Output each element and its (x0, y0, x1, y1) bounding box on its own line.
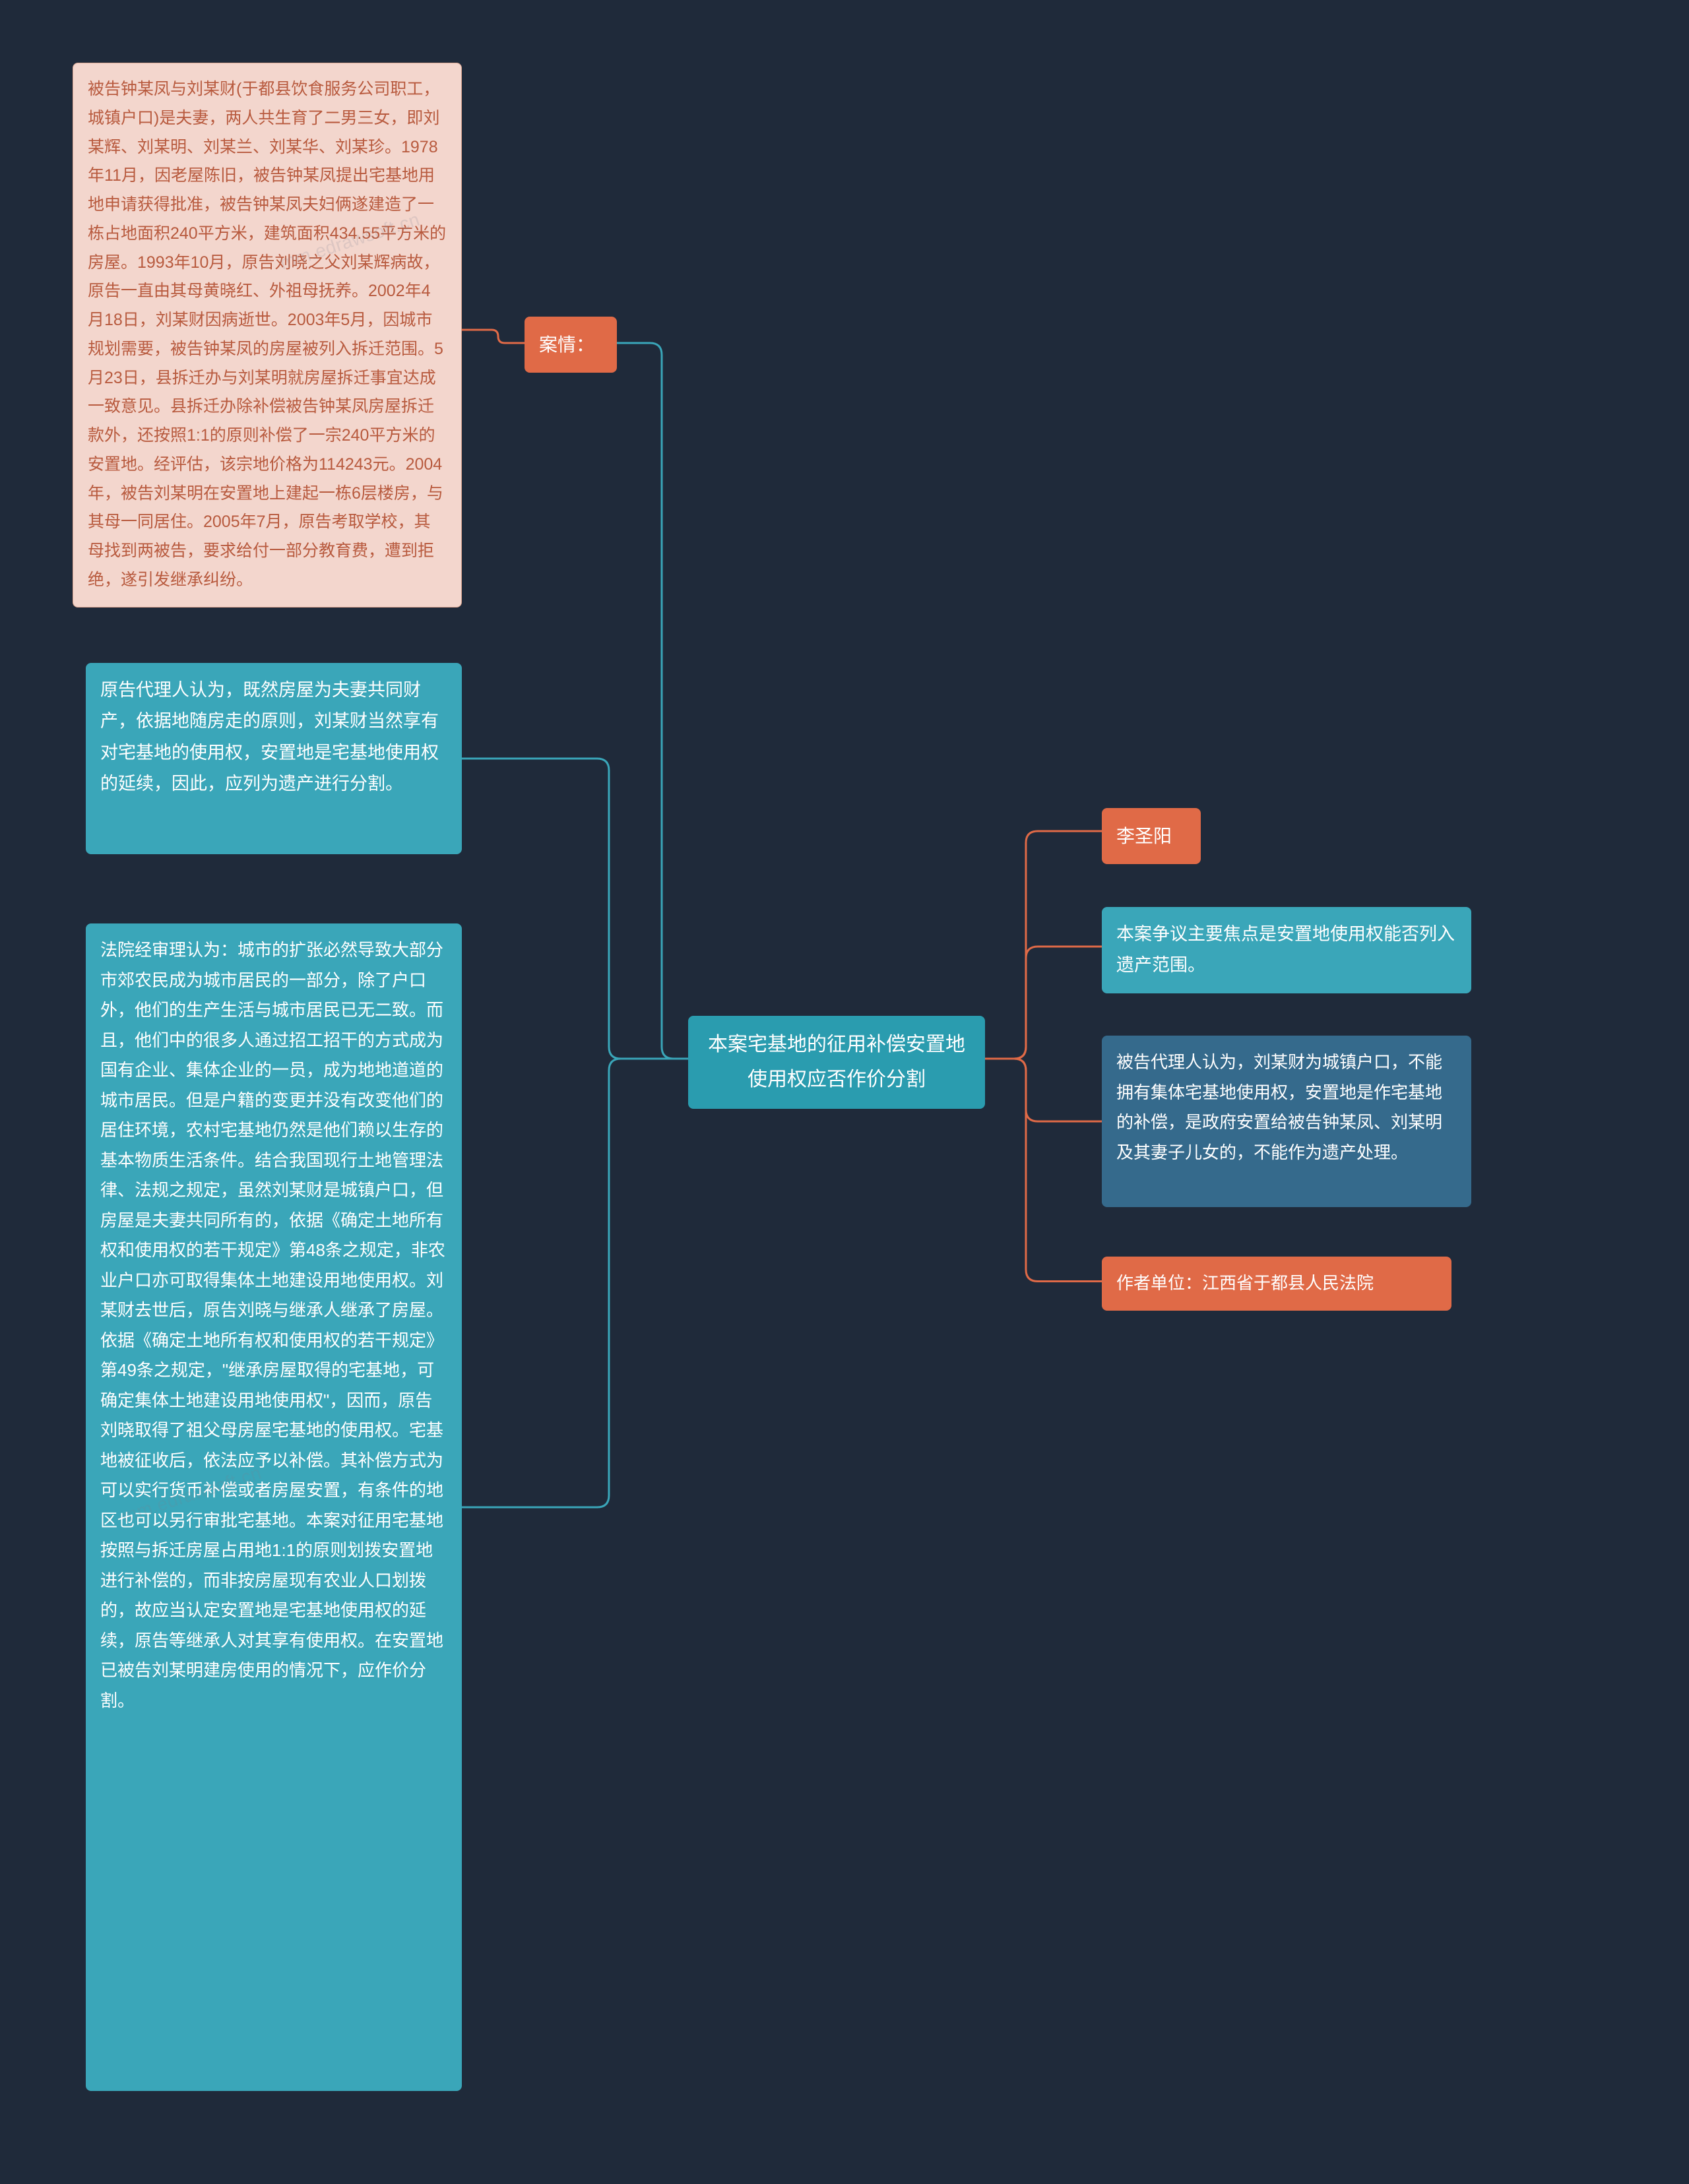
node-case_body[interactable]: 被告钟某凤与刘某财(于都县饮食服务公司职工，城镇户口)是夫妻，两人共生育了二男三… (73, 63, 462, 608)
root-node[interactable]: 本案宅基地的征用补偿安置地使用权应否作价分割 (688, 1016, 985, 1109)
connector (462, 1059, 688, 1507)
node-court[interactable]: 法院经审理认为：城市的扩张必然导致大部分市郊农民成为城市居民的一部分，除了户口外… (86, 923, 462, 2091)
connector (985, 831, 1102, 1059)
connector (985, 1059, 1102, 1121)
connector (985, 947, 1102, 1059)
node-court-text: 法院经审理认为：城市的扩张必然导致大部分市郊农民成为城市居民的一部分，除了户口外… (100, 940, 445, 1710)
node-author_unit-text: 作者单位：江西省于都县人民法院 (1116, 1273, 1374, 1293)
root-node-text: 本案宅基地的征用补偿安置地使用权应否作价分割 (703, 1028, 971, 1097)
node-plaintiff_agent[interactable]: 原告代理人认为，既然房屋为夫妻共同财产，依据地随房走的原则，刘某财当然享有对宅基… (86, 663, 462, 854)
node-focus-text: 本案争议主要焦点是安置地使用权能否列入遗产范围。 (1116, 924, 1455, 975)
mindmap-canvas: 本案宅基地的征用补偿安置地使用权应否作价分割 案情： 被告钟某凤与刘某财(于都县饮食… (0, 0, 1689, 2184)
connector (985, 1059, 1102, 1282)
node-plaintiff_agent-text: 原告代理人认为，既然房屋为夫妻共同财产，依据地随房走的原则，刘某财当然享有对宅基… (100, 680, 439, 794)
node-case[interactable]: 案情： (525, 317, 617, 373)
connector (617, 343, 688, 1059)
node-author_name-text: 李圣阳 (1116, 826, 1172, 846)
node-author_unit[interactable]: 作者单位：江西省于都县人民法院 (1102, 1257, 1451, 1311)
node-defendant_agent-text: 被告代理人认为，刘某财为城镇户口，不能拥有集体宅基地使用权，安置地是作宅基地的补… (1116, 1052, 1442, 1162)
node-case_body-text: 被告钟某凤与刘某财(于都县饮食服务公司职工，城镇户口)是夫妻，两人共生育了二男三… (88, 80, 446, 589)
connector (462, 330, 525, 343)
node-defendant_agent[interactable]: 被告代理人认为，刘某财为城镇户口，不能拥有集体宅基地使用权，安置地是作宅基地的补… (1102, 1036, 1471, 1207)
node-author_name[interactable]: 李圣阳 (1102, 808, 1201, 864)
connector (462, 759, 688, 1059)
node-case-text: 案情： (539, 334, 594, 355)
node-focus[interactable]: 本案争议主要焦点是安置地使用权能否列入遗产范围。 (1102, 907, 1471, 993)
